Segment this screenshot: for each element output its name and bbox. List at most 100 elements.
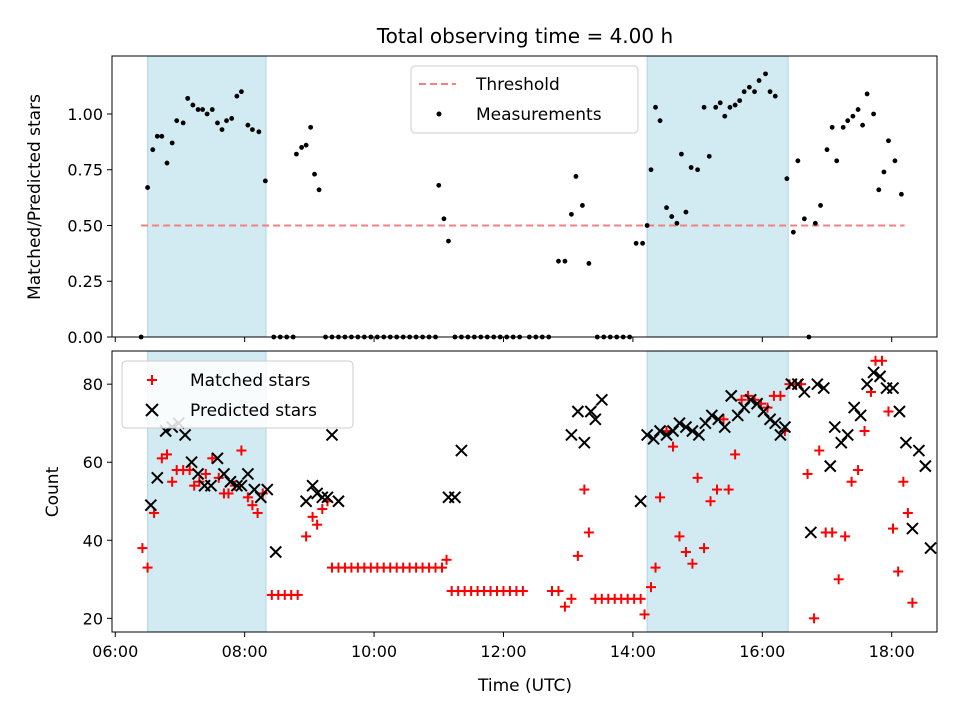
matched-star-point <box>437 562 447 573</box>
legend-predicted-label: Predicted stars <box>190 401 317 421</box>
predicted-star-point <box>455 444 468 457</box>
measurement-point <box>801 216 807 222</box>
measurement-point <box>224 118 229 124</box>
measurement-point <box>763 71 768 77</box>
predicted-star-point <box>595 393 609 406</box>
y-tick-label: 60 <box>83 453 103 472</box>
matched-star-point <box>639 609 650 620</box>
matched-star-point <box>566 593 577 604</box>
matched-star-point <box>156 453 167 464</box>
predicted-star-point <box>640 428 654 442</box>
predicted-star-point <box>824 459 837 473</box>
measurement-point <box>818 203 823 208</box>
matched-star-point <box>723 484 734 495</box>
predicted-star-point <box>774 428 787 442</box>
matched-star-point <box>893 566 904 577</box>
shaded-region <box>646 55 789 338</box>
measurement-point <box>657 118 663 124</box>
measurement-point <box>701 104 707 110</box>
matched-star-point <box>814 445 825 456</box>
measurement-point <box>154 133 160 139</box>
measurement-point <box>164 160 170 166</box>
measurement-point <box>746 84 752 90</box>
predicted-star-point <box>899 436 913 449</box>
measurement-point <box>209 107 215 112</box>
x-tick-label: 06:00 <box>92 642 138 661</box>
measurement-point <box>881 169 887 175</box>
y-tick-label: 20 <box>83 609 103 628</box>
measurement-point <box>180 120 186 126</box>
matched-star-point <box>650 562 661 573</box>
predicted-star-point <box>692 428 706 442</box>
predicted-star-point <box>185 456 198 469</box>
matched-star-point <box>583 527 594 538</box>
matched-star-point <box>907 597 918 608</box>
predicted-star-point <box>798 385 811 399</box>
matched-star-point <box>655 492 666 503</box>
matched-star-point <box>705 496 716 507</box>
matched-star-point <box>809 613 820 624</box>
predicted-star-point <box>448 491 462 504</box>
measurement-point <box>145 185 150 190</box>
matched-star-point <box>736 394 747 405</box>
predicted-star-point <box>705 409 719 422</box>
predicted-star-point <box>886 381 900 395</box>
matched-star-point <box>840 531 851 542</box>
predicted-star-point <box>241 467 255 481</box>
measurement-point <box>790 229 796 235</box>
predicted-star-point <box>873 370 887 383</box>
predicted-star-point <box>306 479 319 492</box>
measurement-point <box>556 258 561 264</box>
predicted-star-point <box>299 495 313 508</box>
measurement-point <box>195 107 201 112</box>
measurement-point <box>812 220 818 226</box>
top-y-ticks: 0.00 0.25 0.50 0.75 1.00 <box>67 105 112 347</box>
measurement-point <box>436 182 442 188</box>
shaded-region <box>147 55 267 338</box>
measurement-point <box>441 216 447 222</box>
bottom-y-ticks: 20 40 60 80 <box>83 375 112 628</box>
predicted-star-point <box>893 405 906 418</box>
matched-star-point <box>207 453 218 464</box>
predicted-star-point <box>316 491 329 504</box>
matched-star-point <box>888 523 898 534</box>
measurement-points <box>138 71 904 340</box>
x-tick-label: 10:00 <box>351 642 397 661</box>
predicted-star-point <box>578 436 591 449</box>
measurement-point <box>573 174 579 179</box>
measurement-point <box>752 89 757 95</box>
x-tick-label: 16:00 <box>739 642 785 661</box>
measurement-point <box>312 171 317 177</box>
measurement-point <box>824 147 830 153</box>
matched-star-point <box>877 355 887 366</box>
matched-star-point <box>775 390 786 401</box>
measurement-point <box>669 214 675 219</box>
measurement-point <box>215 120 220 126</box>
measurement-point <box>316 187 322 193</box>
predicted-star-point <box>817 381 830 395</box>
measurement-point <box>174 118 180 124</box>
measurement-point <box>795 158 801 164</box>
matched-star-point <box>137 543 148 554</box>
measurement-point <box>245 122 251 128</box>
y-tick-label: 0.75 <box>67 161 103 180</box>
measurement-point <box>159 133 165 139</box>
measurement-point <box>713 104 719 110</box>
matched-star-point <box>833 574 844 585</box>
measurement-point <box>886 138 891 144</box>
matched-star-point <box>559 601 570 612</box>
predicted-star-point <box>589 413 602 426</box>
measurement-point <box>446 238 451 244</box>
y-tick-label: 0.50 <box>67 216 103 235</box>
matched-star-point <box>674 531 685 542</box>
matched-star-point <box>579 484 590 495</box>
matched-star-point <box>247 500 258 511</box>
measurement-point <box>200 107 205 112</box>
measurement-point <box>644 223 650 228</box>
matched-star-point <box>553 586 564 597</box>
predicted-star-point <box>261 483 274 496</box>
predicted-star-point <box>673 416 686 430</box>
matched-star-point <box>827 527 838 538</box>
measurement-point <box>303 142 309 148</box>
